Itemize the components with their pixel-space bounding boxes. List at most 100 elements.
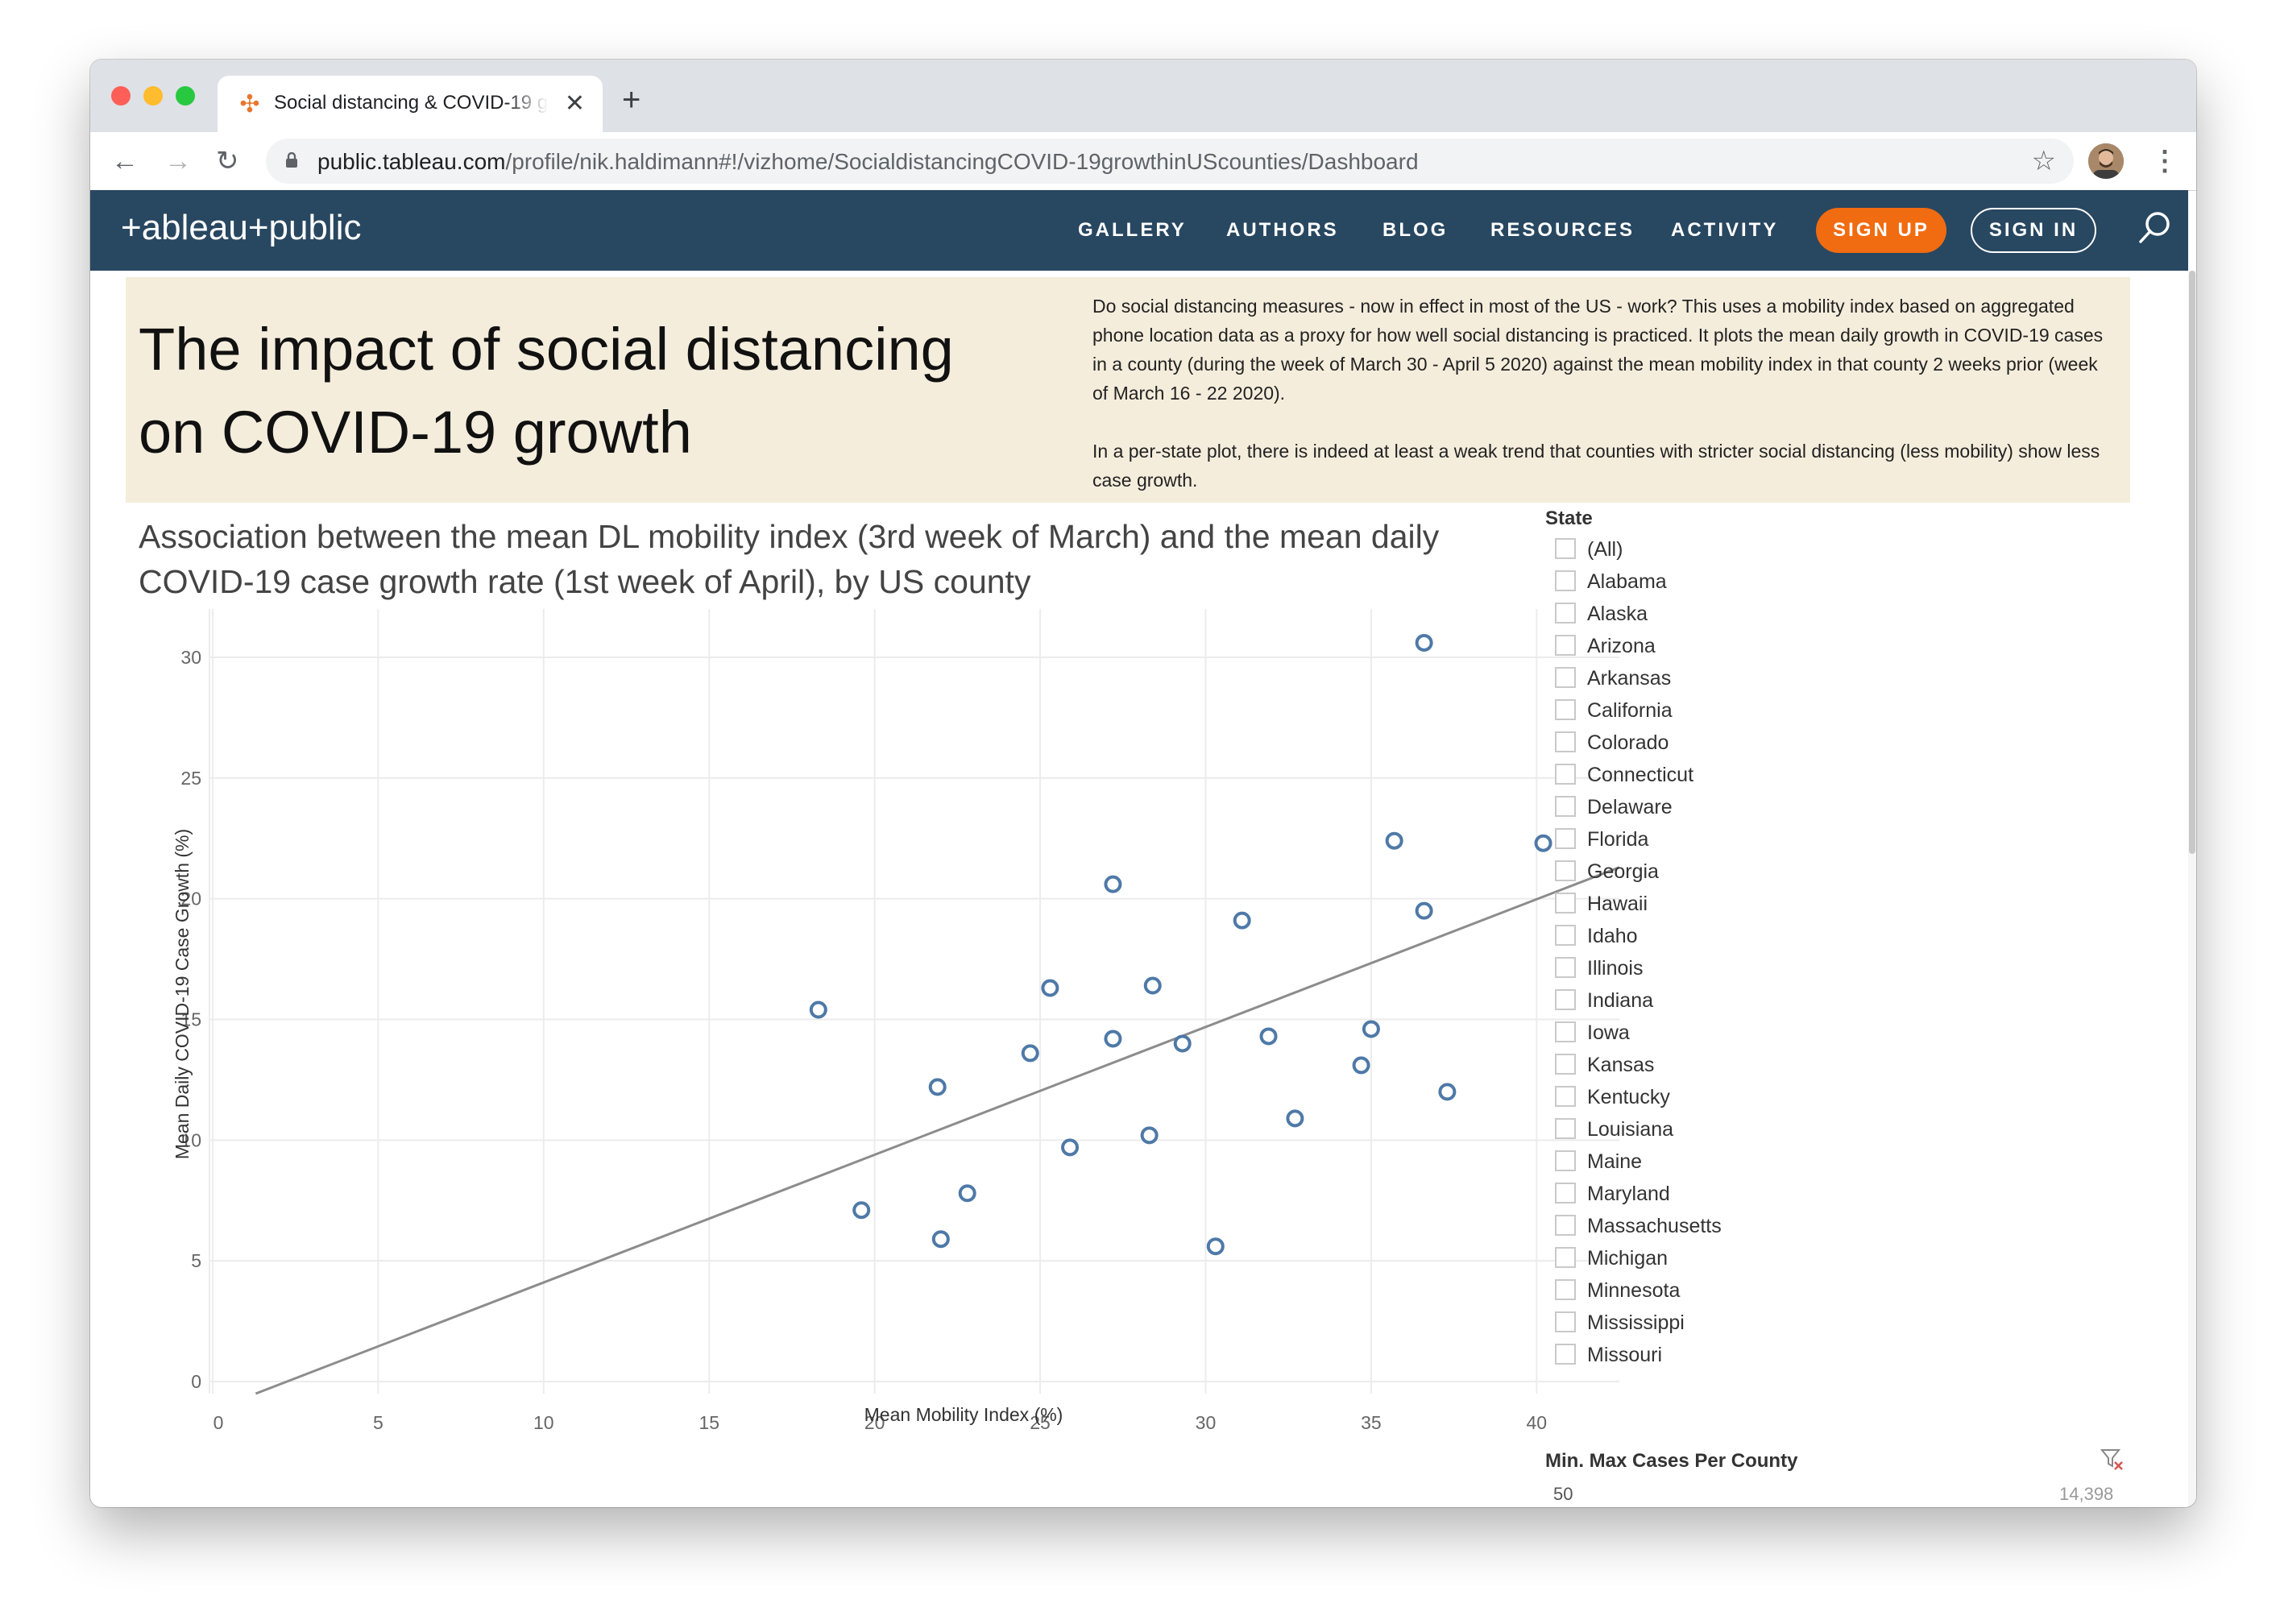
reload-button[interactable]: ↻ [216, 146, 239, 176]
nav-authors[interactable]: AUTHORS [1226, 219, 1339, 241]
data-point [1362, 1020, 1380, 1038]
data-point [1041, 979, 1059, 997]
state-checkbox[interactable] [1555, 1054, 1576, 1075]
state-checkbox[interactable] [1555, 635, 1576, 656]
state-label: Minnesota [1587, 1279, 1681, 1302]
state-filter-item[interactable]: Alaska [1545, 598, 2125, 630]
state-checkbox[interactable] [1555, 796, 1576, 817]
new-tab-button[interactable]: + [622, 82, 641, 118]
state-filter-item[interactable]: Massachusetts [1545, 1210, 2125, 1242]
state-filter-item[interactable]: California [1545, 694, 2125, 727]
tableau-public-logo[interactable]: +ableau+public [121, 208, 362, 247]
state-checkbox[interactable] [1555, 1183, 1576, 1204]
state-filter-item[interactable]: Kansas [1545, 1049, 2125, 1081]
state-filter-item[interactable]: Missouri [1545, 1339, 2125, 1371]
state-checkbox[interactable] [1555, 603, 1576, 624]
state-filter-item[interactable]: Alabama [1545, 566, 2125, 598]
tab-close-icon[interactable]: ✕ [564, 90, 585, 117]
state-checkbox[interactable] [1555, 1086, 1576, 1107]
zoom-window-button[interactable] [176, 86, 195, 106]
back-button[interactable]: ← [111, 146, 139, 176]
state-label: Missouri [1587, 1344, 1663, 1366]
browser-window: ✣ Social distancing & COVID-19 growth in… [90, 60, 2196, 1507]
state-filter-item[interactable]: Connecticut [1545, 759, 2125, 791]
y-tick-label: 10 [180, 1129, 201, 1150]
browser-menu-icon[interactable]: ⋮ [2151, 146, 2178, 176]
state-filter-item[interactable]: Maine [1545, 1146, 2125, 1178]
state-checkbox[interactable] [1555, 538, 1576, 559]
dashboard: The impact of social distancing on COVID… [90, 271, 2188, 1507]
state-filter-item[interactable]: Kentucky [1545, 1081, 2125, 1113]
state-filter-item[interactable]: Illinois [1545, 952, 2125, 984]
state-filter-item[interactable]: Hawaii [1545, 888, 2125, 920]
state-filter-item[interactable]: Indiana [1545, 984, 2125, 1017]
state-checkbox[interactable] [1555, 731, 1576, 752]
title-line-1: The impact of social distancing [139, 316, 954, 383]
address-bar[interactable]: public.tableau.com/profile/nik.haldimann… [266, 139, 2074, 184]
state-checkbox[interactable] [1555, 1215, 1576, 1236]
profile-avatar[interactable] [2088, 143, 2124, 179]
state-checkbox[interactable] [1555, 957, 1576, 978]
page-scrollbar-track[interactable] [2188, 271, 2196, 1507]
dashboard-description: Do social distancing measures - now in e… [1092, 292, 2116, 503]
state-filter-item[interactable]: Georgia [1545, 856, 2125, 888]
data-point [1104, 875, 1122, 893]
state-filter-item[interactable]: Florida [1545, 823, 2125, 856]
scatter-chart[interactable]: 0 5 10 15 20 25 30 35 40 0 5 10 15 20 25 30 Mean Mobili… [122, 609, 1629, 1487]
x-tick-label: 20 [864, 1412, 885, 1433]
data-point [1173, 1034, 1192, 1053]
sign-up-button[interactable]: SIGN UP [1816, 208, 1946, 253]
state-checkbox[interactable] [1555, 925, 1576, 946]
state-checkbox[interactable] [1555, 1150, 1576, 1171]
state-filter-item[interactable]: Arizona [1545, 630, 2125, 662]
state-filter-list: (All) Alabama Alaska Arizona Arkansas Califor… [1545, 533, 2125, 1371]
state-filter-item[interactable]: Michigan [1545, 1242, 2125, 1274]
state-filter-item[interactable]: Minnesota [1545, 1274, 2125, 1307]
state-filter-item[interactable]: Maryland [1545, 1178, 2125, 1210]
state-label: California [1587, 699, 1673, 722]
nav-resources[interactable]: RESOURCES [1490, 219, 1635, 241]
state-filter-item[interactable]: Mississippi [1545, 1307, 2125, 1339]
nav-gallery[interactable]: GALLERY [1078, 219, 1187, 241]
state-checkbox[interactable] [1555, 1344, 1576, 1365]
data-point [1415, 633, 1433, 652]
state-filter-item[interactable]: Iowa [1545, 1017, 2125, 1049]
close-window-button[interactable] [111, 86, 131, 106]
state-filter: State (All) Alabama Alaska Arizona Arkansas C… [1545, 504, 2125, 1371]
browser-tab[interactable]: ✣ Social distancing & COVID-19 growth in… [218, 76, 603, 132]
forward-button[interactable]: → [164, 146, 192, 176]
state-checkbox[interactable] [1555, 699, 1576, 720]
search-icon[interactable] [2135, 209, 2174, 248]
nav-activity[interactable]: ACTIVITY [1671, 219, 1779, 241]
state-label: Illinois [1587, 957, 1644, 980]
state-label: Georgia [1587, 860, 1659, 883]
bookmark-star-icon[interactable]: ☆ [2031, 146, 2056, 176]
state-filter-item[interactable]: (All) [1545, 533, 2125, 566]
minimize-window-button[interactable] [143, 86, 163, 106]
state-checkbox[interactable] [1555, 893, 1576, 914]
min-cases-slider-title: Min. Max Cases Per County [1545, 1450, 1798, 1472]
state-checkbox[interactable] [1555, 1118, 1576, 1139]
nav-blog[interactable]: BLOG [1383, 219, 1449, 241]
clear-filter-icon[interactable] [2100, 1447, 2124, 1471]
state-filter-item[interactable]: Delaware [1545, 791, 2125, 823]
page-scrollbar-thumb[interactable] [2189, 271, 2195, 854]
state-checkbox[interactable] [1555, 828, 1576, 849]
state-filter-item[interactable]: Arkansas [1545, 662, 2125, 694]
state-filter-item[interactable]: Idaho [1545, 920, 2125, 952]
state-checkbox[interactable] [1555, 1247, 1576, 1268]
url-text[interactable]: public.tableau.com/profile/nik.haldimann… [317, 149, 1419, 174]
site-header: +ableau+public GALLERY AUTHORS BLOG RESO… [90, 190, 2188, 271]
data-point [928, 1078, 947, 1096]
state-filter-item[interactable]: Louisiana [1545, 1113, 2125, 1146]
state-checkbox[interactable] [1555, 667, 1576, 688]
state-checkbox[interactable] [1555, 570, 1576, 591]
state-checkbox[interactable] [1555, 1311, 1576, 1332]
state-checkbox[interactable] [1555, 1021, 1576, 1042]
state-filter-item[interactable]: Colorado [1545, 727, 2125, 759]
state-checkbox[interactable] [1555, 989, 1576, 1010]
state-checkbox[interactable] [1555, 860, 1576, 881]
state-checkbox[interactable] [1555, 1279, 1576, 1300]
state-checkbox[interactable] [1555, 764, 1576, 785]
sign-in-button[interactable]: SIGN IN [1971, 208, 2096, 253]
